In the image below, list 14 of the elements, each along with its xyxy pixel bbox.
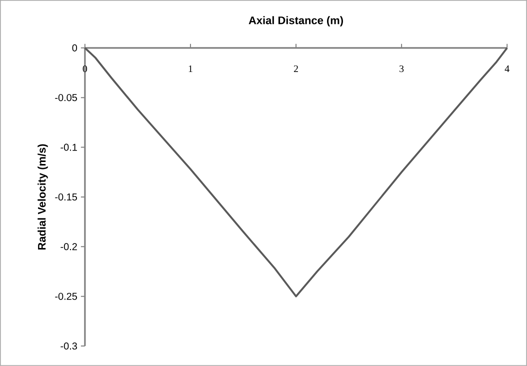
x-tick-label: 0 (82, 65, 88, 72)
x-tick-label: 2 (294, 65, 298, 72)
x-tick-label: 4 (504, 65, 510, 72)
y-tick-label: -0.2 (60, 243, 77, 250)
x-axis-title: Axial Distance (m) (248, 16, 343, 26)
x-tick-label: 3 (400, 65, 404, 72)
y-tick-label: -0.05 (55, 94, 77, 102)
y-tick-label: 0 (72, 44, 78, 52)
y-tick-label: -0.3 (60, 342, 77, 350)
y-tick-label: -0.25 (55, 292, 77, 300)
y-tick-label: -0.1 (60, 144, 77, 151)
x-tick-label: 1 (188, 65, 192, 72)
y-axis-title: Radial Velocity (m/s) (38, 144, 48, 250)
y-tick-label: -0.15 (55, 193, 77, 201)
